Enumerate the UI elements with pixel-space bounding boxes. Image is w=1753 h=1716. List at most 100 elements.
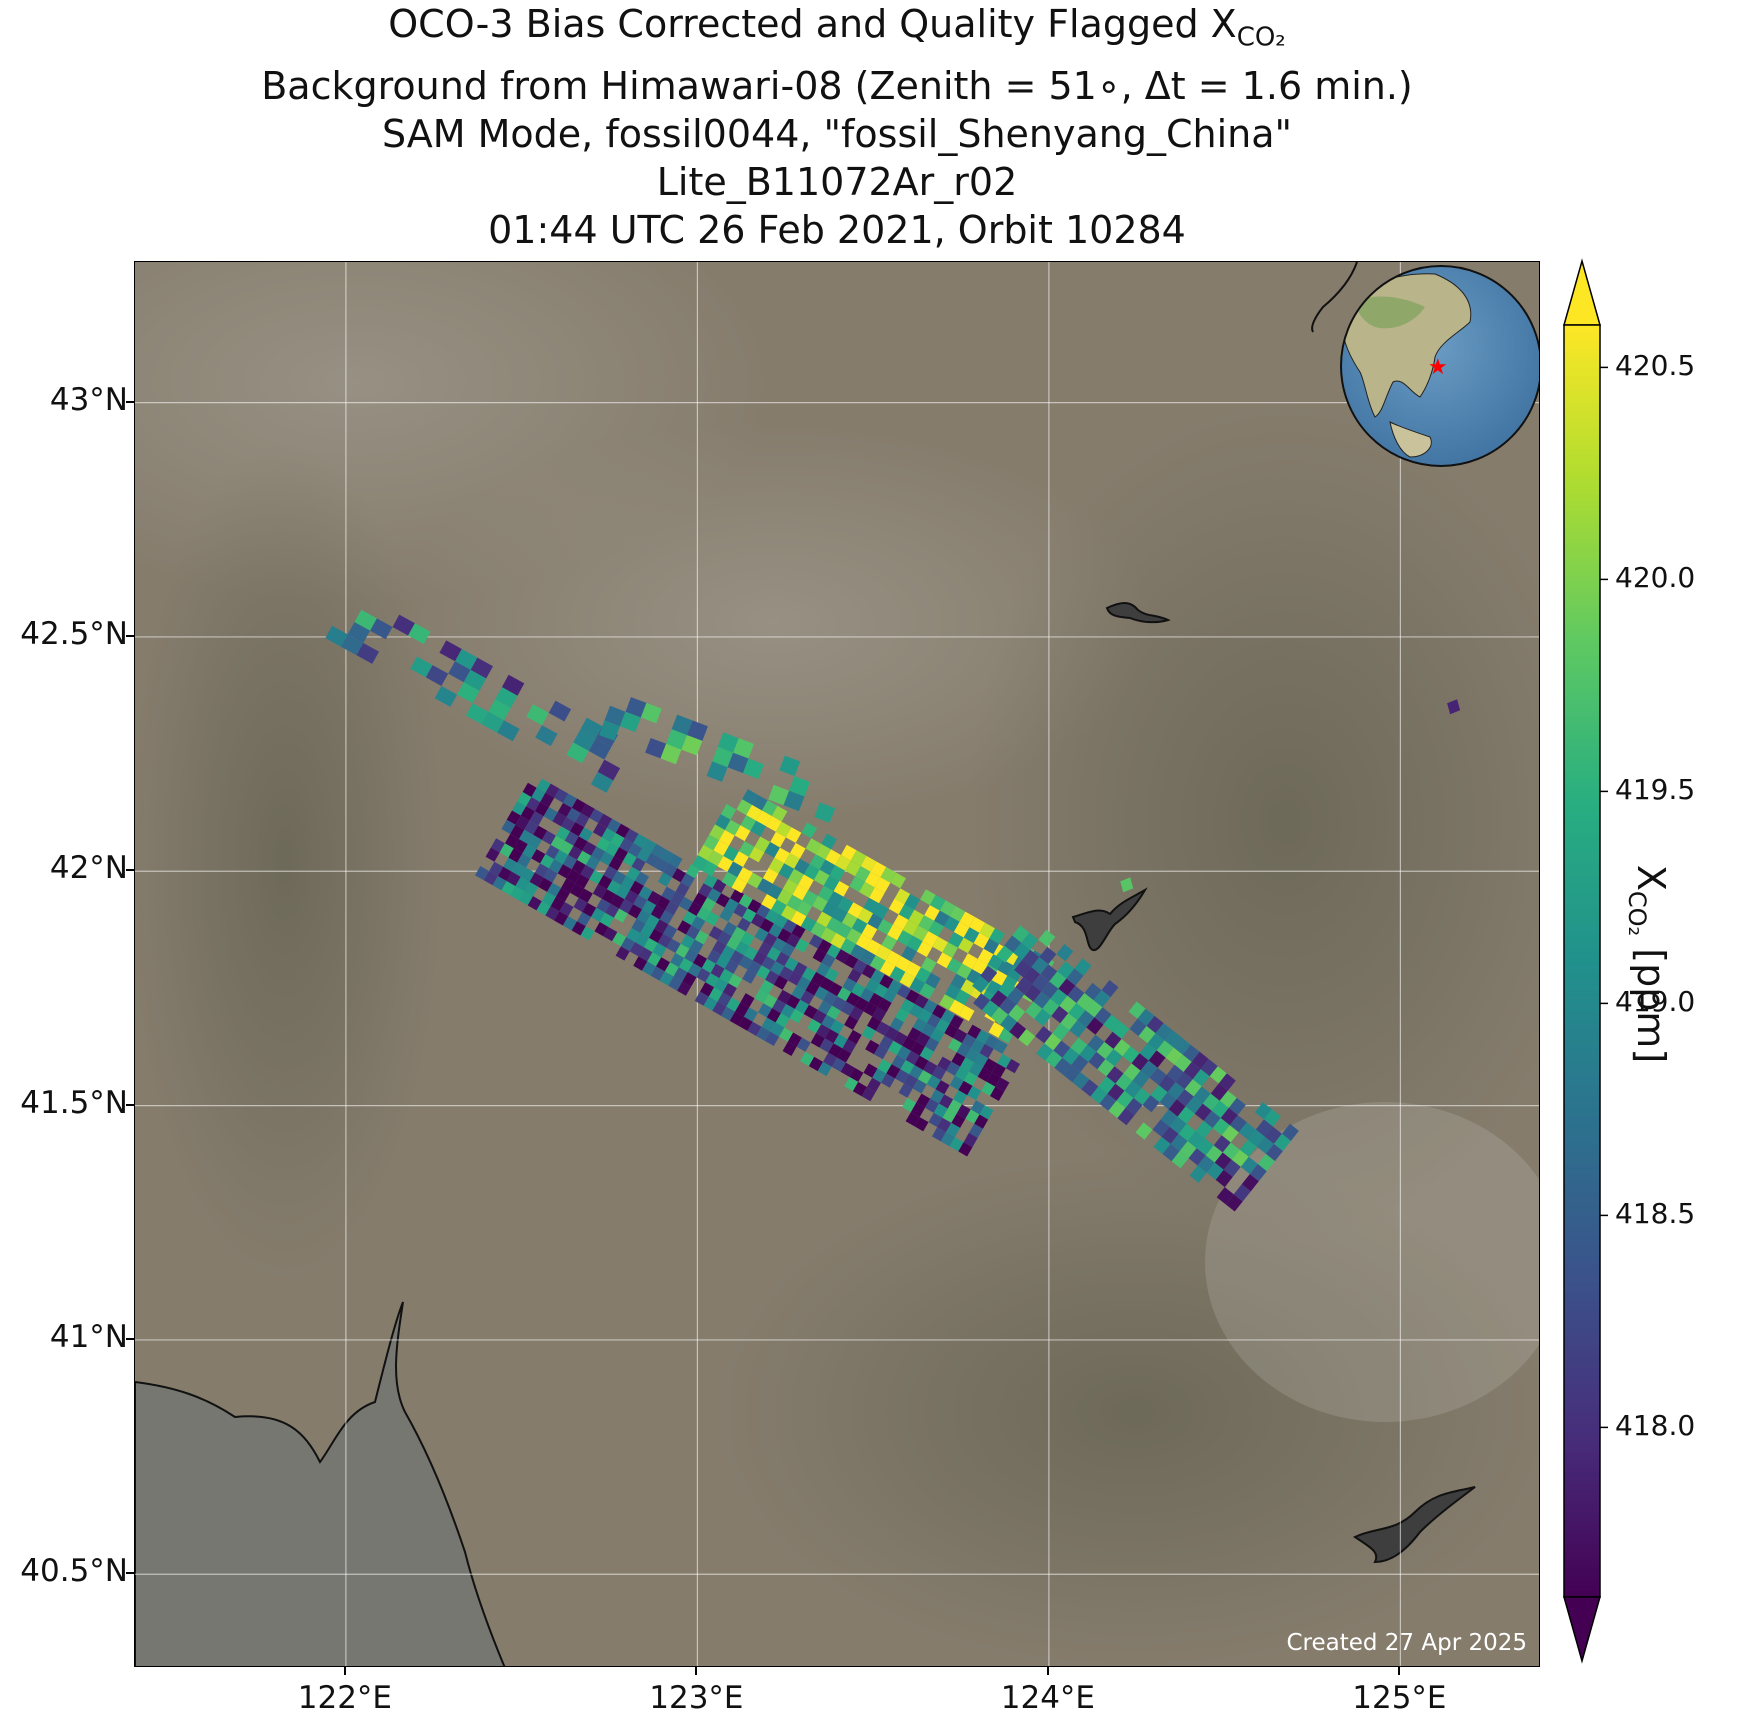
- xco2-sounding-cell: [810, 921, 827, 938]
- xco2-sounding-cell: [905, 961, 921, 978]
- xco2-sounding-cell: [1220, 1107, 1238, 1126]
- chart-title: OCO-3 Bias Corrected and Quality Flagged…: [134, 0, 1540, 254]
- xco2-sounding-cell: [929, 894, 946, 911]
- xco2-sounding-cell: [1160, 1109, 1178, 1127]
- xco2-sounding-cell: [1129, 1018, 1147, 1037]
- xco2-sounding-cell: [842, 977, 857, 993]
- xco2-sounding-cell: [761, 894, 777, 910]
- xco2-sounding-cell: [642, 961, 656, 976]
- xco2-sounding-cell: [1105, 1049, 1123, 1067]
- xco2-sounding-cell: [571, 921, 586, 936]
- xco2-sounding-cell: [897, 930, 913, 946]
- xco2-sounding-cell: [907, 1027, 922, 1042]
- xco2-sounding-cell: [626, 866, 641, 881]
- xco2-sounding-cell: [488, 699, 511, 721]
- xco2-sounding-cell: [1149, 1067, 1167, 1085]
- xco2-sounding-cell: [555, 826, 570, 841]
- xco2-sounding-cell: [703, 996, 718, 1011]
- xco2-sounding-cell: [1138, 1026, 1156, 1044]
- xco2-sounding-cell: [1150, 1085, 1168, 1103]
- xco2-sounding-cell: [877, 997, 892, 1013]
- lon-tick-label: 124°E: [1000, 1680, 1096, 1716]
- xco2-sounding-cell: [1088, 1051, 1106, 1070]
- xco2-sounding-cell: [759, 918, 774, 933]
- xco2-sounding-cell: [901, 945, 917, 962]
- xco2-sounding-cell: [764, 842, 780, 858]
- xco2-sounding-cell: [751, 913, 766, 928]
- xco2-sounding-cell: [802, 890, 818, 906]
- xco2-sounding-cell: [619, 899, 634, 914]
- xco2-sounding-cell: [833, 881, 850, 897]
- xco2-sounding-cell: [840, 1001, 855, 1016]
- xco2-sounding-cell: [645, 853, 660, 868]
- xco2-sounding-cell: [917, 1070, 932, 1085]
- xco2-sounding-cell: [990, 990, 1008, 1008]
- xco2-sounding-cell: [924, 905, 940, 921]
- xco2-sounding-cell: [1173, 1037, 1191, 1055]
- xco2-sounding-cell: [768, 923, 783, 938]
- map-panel[interactable]: ★ Created 27 Apr 2025: [134, 261, 1540, 1667]
- xco2-sounding-cell: [677, 920, 692, 935]
- xco2-sounding-cell: [775, 1013, 790, 1028]
- xco2-sounding-cell: [652, 942, 667, 958]
- xco2-sounding-cell: [636, 909, 651, 924]
- colorbar-tick-label: 419.5: [1615, 773, 1696, 807]
- xco2-sounding-cell: [707, 888, 722, 903]
- xco2-sounding-cell: [1023, 967, 1041, 985]
- xco2-sounding-cell: [1228, 1097, 1246, 1116]
- xco2-sounding-cell: [562, 916, 577, 931]
- xco2-sounding-cell: [914, 994, 929, 1009]
- xco2-sounding-cell: [920, 889, 936, 906]
- xco2-sounding-cell: [784, 853, 800, 869]
- colorbar-tick-label: 419.0: [1615, 985, 1696, 1019]
- xco2-sounding-cell: [756, 904, 771, 919]
- colorbar-tick-label: 418.5: [1615, 1197, 1696, 1231]
- xco2-sounding-cell: [526, 797, 541, 812]
- xco2-sounding-cell: [561, 817, 576, 832]
- xco2-sounding-cell: [812, 948, 827, 963]
- xco2-sounding-cell: [1196, 1138, 1214, 1156]
- xco2-sounding-cell: [954, 989, 971, 1006]
- xco2-isolated-sounding: [1447, 699, 1461, 715]
- xco2-sounding-cell: [1174, 1054, 1192, 1072]
- xco2-sounding-cell: [885, 950, 902, 967]
- xco2-sounding-cell: [912, 1018, 927, 1033]
- xco2-sounding-cell: [796, 976, 811, 991]
- xco2-sounding-cell: [916, 1032, 931, 1047]
- xco2-sounding-cell: [1131, 1053, 1149, 1071]
- xco2-sounding-cell: [872, 1068, 887, 1083]
- xco2-sounding-cell: [900, 998, 915, 1013]
- xco2-sounding-cell: [789, 842, 806, 859]
- xco2-sounding-cell: [719, 968, 734, 984]
- xco2-sounding-cell: [694, 930, 709, 945]
- xco2-sounding-cell: [1210, 1083, 1228, 1101]
- xco2-sounding-cell: [953, 921, 970, 938]
- xco2-sounding-cell: [1216, 1187, 1234, 1205]
- xco2-sounding-cell: [501, 881, 516, 896]
- xco2-sounding-cell: [960, 979, 977, 996]
- xco2-sounding-cell: [1004, 935, 1022, 953]
- xco2-sounding-cell: [844, 954, 859, 969]
- xco2-sounding-cell: [561, 878, 576, 893]
- xco2-sounding-cell: [1051, 1005, 1069, 1024]
- xco2-sounding-cell: [736, 799, 752, 816]
- xco2-sounding-cell: [591, 846, 606, 861]
- xco2-sounding-cell: [1022, 949, 1040, 968]
- xco2-sounding-cell: [592, 884, 607, 899]
- xco2-sounding-cell: [791, 985, 806, 1000]
- xco2-sounding-cell: [884, 1026, 899, 1041]
- lon-tick-mark: [1398, 1667, 1401, 1675]
- xco2-sounding-cell: [660, 743, 682, 765]
- xco2-sounding-cell: [960, 1057, 975, 1072]
- xco2-sounding-cell: [864, 871, 881, 888]
- xco2-sounding-cell: [993, 1039, 1008, 1054]
- xco2-sounding-cell: [906, 935, 923, 952]
- xco2-sounding-cell: [747, 960, 762, 975]
- xco2-sounding-cell: [723, 845, 739, 862]
- xco2-sounding-cell: [819, 977, 834, 992]
- reservoir-southeast: [1353, 1486, 1476, 1564]
- xco2-sounding-cell: [564, 831, 579, 846]
- xco2-sounding-cell: [687, 720, 708, 741]
- xco2-sounding-cell: [954, 1066, 969, 1081]
- xco2-sounding-cell: [624, 890, 639, 905]
